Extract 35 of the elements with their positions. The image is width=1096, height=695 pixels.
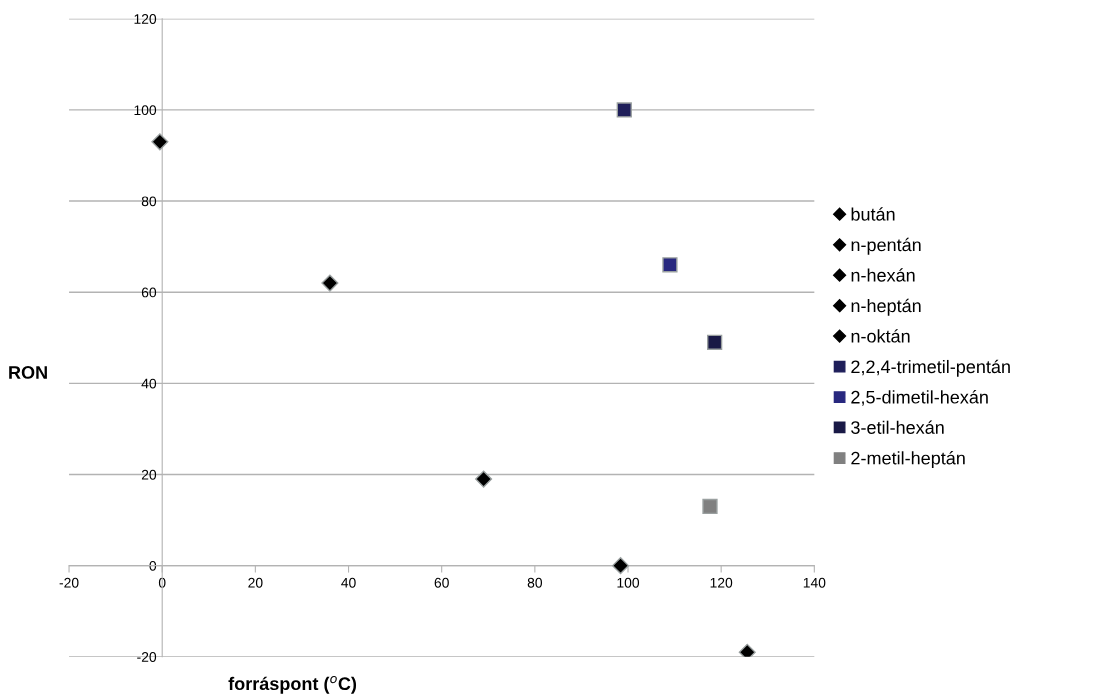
x-tick-label: 140 [803, 577, 826, 588]
legend-label: 2,2,4-trimetil-pentán [851, 359, 1010, 377]
x-tick-label: 40 [341, 577, 356, 588]
y-tick-label: 20 [141, 469, 157, 480]
point [475, 470, 493, 488]
legend-label: n-oktán [851, 329, 910, 343]
point [151, 133, 169, 151]
x-axis-title: forráspont ($^{o}$C) [228, 675, 357, 694]
point [702, 498, 718, 515]
y-tick-label: 120 [134, 14, 157, 24]
point [321, 274, 339, 292]
x-tick-label: 20 [248, 577, 263, 588]
legend-label: n-hexán [851, 268, 915, 282]
y-tick-label: 60 [141, 287, 157, 298]
point [707, 334, 723, 350]
legend-label: n-pentán [851, 237, 921, 255]
y-tick-label: 80 [141, 196, 157, 207]
point [616, 102, 632, 118]
legend-label: 2,5-dimetil-hexán [851, 390, 988, 406]
x-tick-label: 100 [617, 577, 640, 588]
x-tick-label: 120 [710, 577, 733, 588]
legend-label: 3-etil-hexán [851, 420, 944, 434]
x-tick-label: 60 [434, 577, 449, 588]
x-tick-label: -20 [59, 577, 79, 588]
y-tick-label: 40 [141, 378, 157, 389]
legend-label: 2-metil-heptán [851, 451, 965, 469]
y-tick-label: -20 [137, 652, 157, 662]
point [612, 557, 630, 575]
x-tick-label: 0 [158, 577, 166, 588]
point [662, 257, 678, 273]
legend-label: n-heptán [851, 298, 921, 316]
y-tick-label: 100 [134, 105, 157, 116]
y-axis-title: RON [9, 366, 47, 379]
x-tick-label: 80 [527, 577, 543, 588]
legend-label: bután [851, 207, 895, 221]
